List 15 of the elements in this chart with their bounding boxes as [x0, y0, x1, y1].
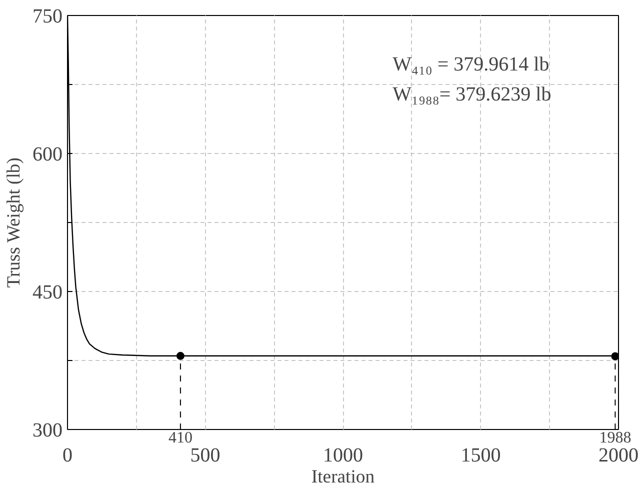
x-tick-label: 0 — [62, 444, 72, 466]
x-tick-label: 1500 — [460, 444, 501, 466]
x-tick-label: 1000 — [323, 444, 363, 466]
ref-line-label: 410 — [168, 430, 192, 446]
y-tick-label: 750 — [32, 6, 62, 28]
ref-line-label: 1988 — [599, 430, 632, 446]
y-tick-label: 450 — [32, 282, 62, 304]
annotation: W₁₉₈₈= 379.6239 lb — [392, 84, 552, 106]
annotation: W₄₁₀ = 379.9614 lb — [392, 54, 550, 76]
x-tick-label: 500 — [190, 444, 220, 466]
y-tick-label: 600 — [32, 144, 62, 166]
y-tick-label: 300 — [32, 420, 62, 442]
x-tick-label: 2000 — [598, 444, 638, 466]
y-axis-title: Truss Weight (lb) — [4, 158, 24, 288]
x-axis-title: Iteration — [311, 466, 376, 488]
